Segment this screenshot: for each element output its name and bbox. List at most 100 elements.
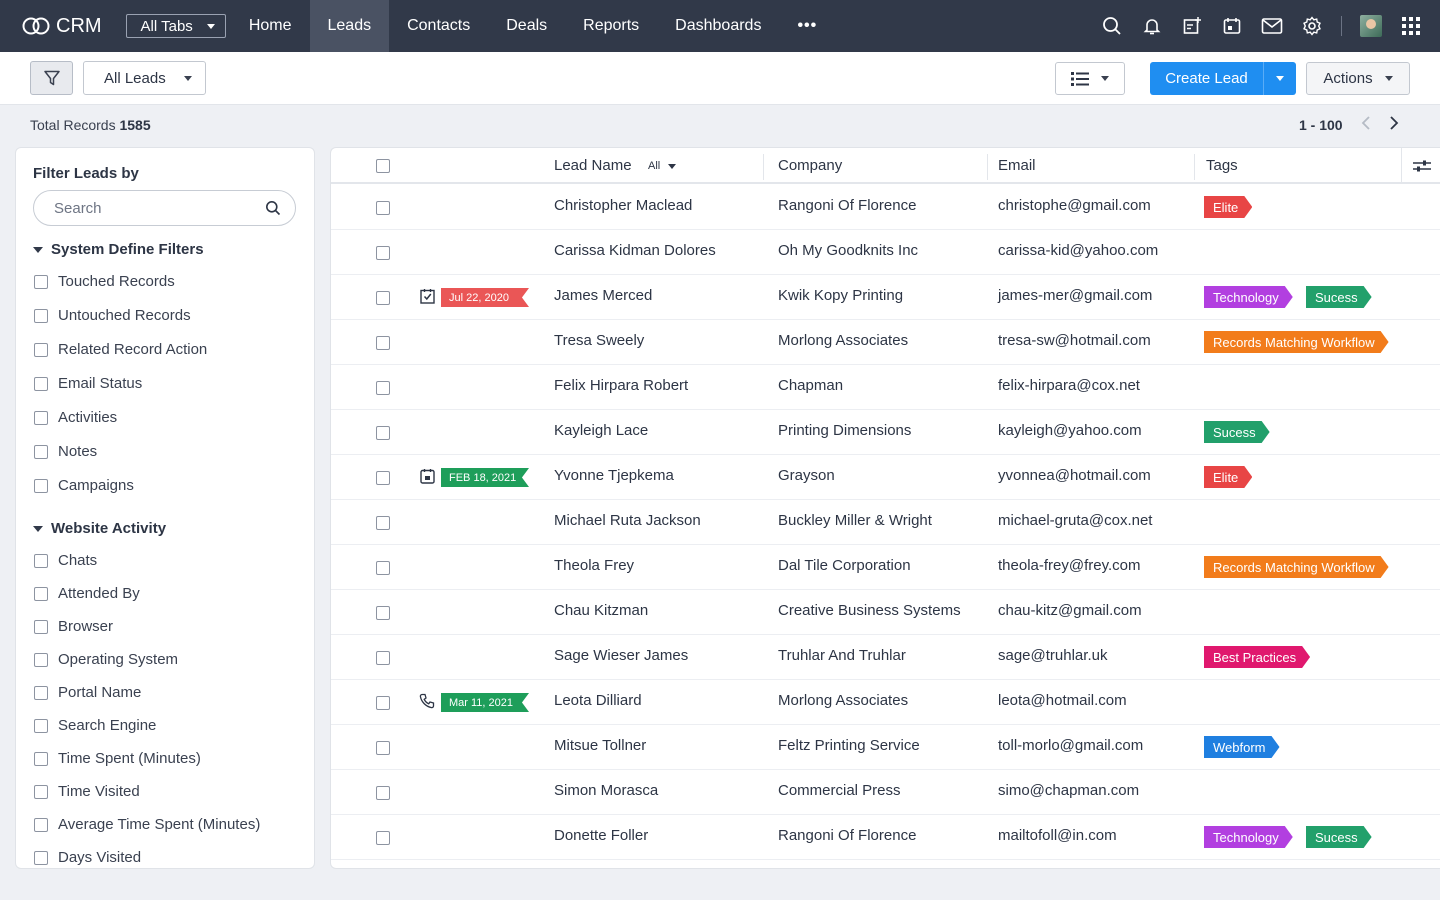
filter-checkbox[interactable] xyxy=(34,652,48,667)
col-tags[interactable]: Tags xyxy=(1206,157,1238,174)
filter-checkbox[interactable] xyxy=(34,478,48,493)
filter-checkbox[interactable] xyxy=(34,376,48,391)
filter-checkbox[interactable] xyxy=(34,553,48,568)
filter-checkbox[interactable] xyxy=(34,784,48,799)
filter-checkbox[interactable] xyxy=(34,308,48,323)
lead-name-link[interactable]: Chau Kitzman xyxy=(554,602,649,619)
lead-name-link[interactable]: Simon Morasca xyxy=(554,782,659,799)
filter-item[interactable]: Email Status xyxy=(34,375,142,392)
table-row[interactable]: Kayleigh Lace Printing Dimensions kayleigh… xyxy=(331,410,1440,455)
filter-checkbox[interactable] xyxy=(34,685,48,700)
row-checkbox[interactable] xyxy=(376,246,390,260)
filter-item[interactable]: Untouched Records xyxy=(34,307,191,324)
lead-name-link[interactable]: Kayleigh Lace xyxy=(554,422,649,439)
table-row[interactable]: Michael Ruta Jackson Buckley Miller & Wri… xyxy=(331,500,1440,545)
table-row[interactable]: Tresa Sweely Morlong Associates tresa-sw@h… xyxy=(331,320,1440,365)
tag-badge[interactable]: Best Practices xyxy=(1204,646,1310,668)
filter-checkbox[interactable] xyxy=(34,718,48,733)
table-row[interactable]: Sage Wieser James Truhlar And Truhlar sage… xyxy=(331,635,1440,680)
lead-name-link[interactable]: Theola Frey xyxy=(554,557,635,574)
crm-logo[interactable]: CRM xyxy=(22,15,102,38)
filter-item[interactable]: Portal Name xyxy=(34,684,141,701)
filter-item[interactable]: Days Visited xyxy=(34,849,141,866)
lead-name-link[interactable]: Tresa Sweely xyxy=(554,332,645,349)
tag-badge[interactable]: Technology xyxy=(1204,286,1293,308)
tab-dashboards[interactable]: Dashboards xyxy=(675,17,762,34)
row-checkbox[interactable] xyxy=(376,831,390,845)
tab-home[interactable]: Home xyxy=(248,17,292,34)
tab-contacts[interactable]: Contacts xyxy=(407,17,471,34)
filter-item[interactable]: Notes xyxy=(34,443,97,460)
apps-grid-icon[interactable] xyxy=(1400,15,1422,37)
col-lead-name[interactable]: Lead Name xyxy=(554,157,632,174)
lead-name-link[interactable]: Mitsue Tollner xyxy=(554,737,647,754)
filter-item[interactable]: Time Spent (Minutes) xyxy=(34,750,201,767)
table-row[interactable]: Theola Frey Dal Tile Corporation theola-fr… xyxy=(331,545,1440,590)
filter-group-header[interactable]: System Define Filters xyxy=(33,241,204,258)
table-row[interactable]: Jul 22, 2020 James Merced Kwik Kopy Printi… xyxy=(331,275,1440,320)
phone-icon[interactable] xyxy=(419,693,435,709)
calendar-add-icon[interactable] xyxy=(1181,15,1203,37)
filter-checkbox[interactable] xyxy=(34,850,48,865)
row-checkbox[interactable] xyxy=(376,336,390,350)
lead-name-link[interactable]: Donette Foller xyxy=(554,827,649,844)
row-checkbox[interactable] xyxy=(376,741,390,755)
tag-badge[interactable]: Elite xyxy=(1204,466,1252,488)
chevron-left-icon[interactable] xyxy=(1361,116,1371,133)
filter-item[interactable]: Attended By xyxy=(34,585,140,602)
tag-badge[interactable]: Sucess xyxy=(1306,826,1372,848)
filter-item[interactable]: Activities xyxy=(34,409,117,426)
filter-item[interactable]: Search Engine xyxy=(34,717,156,734)
filter-checkbox[interactable] xyxy=(34,586,48,601)
actions-dropdown[interactable]: Actions xyxy=(1306,62,1410,95)
custom-view-dropdown[interactable]: All Leads xyxy=(83,61,206,95)
filter-item[interactable]: Campaigns xyxy=(34,477,134,494)
calendar-icon[interactable] xyxy=(1221,15,1243,37)
row-checkbox[interactable] xyxy=(376,426,390,440)
filter-item[interactable]: Time Visited xyxy=(34,783,140,800)
lead-name-link[interactable]: Leota Dilliard xyxy=(554,692,642,709)
tag-badge[interactable]: Webform xyxy=(1204,736,1280,758)
filter-item[interactable]: Chats xyxy=(34,552,97,569)
row-checkbox[interactable] xyxy=(376,291,390,305)
filter-item[interactable]: Touched Records xyxy=(34,273,175,290)
chevron-right-icon[interactable] xyxy=(1389,116,1399,133)
tag-badge[interactable]: Technology xyxy=(1204,826,1293,848)
filter-checkbox[interactable] xyxy=(34,817,48,832)
create-lead-button[interactable]: Create Lead xyxy=(1150,62,1263,95)
lead-name-link[interactable]: Carissa Kidman Dolores xyxy=(554,242,716,259)
filter-checkbox[interactable] xyxy=(34,619,48,634)
lead-name-link[interactable]: Christopher Maclead xyxy=(554,197,693,214)
filter-item[interactable]: Related Record Action xyxy=(34,341,207,358)
table-row[interactable]: Mitsue Tollner Feltz Printing Service toll… xyxy=(331,725,1440,770)
filter-item[interactable]: Browser xyxy=(34,618,113,635)
lead-name-link[interactable]: Felix Hirpara Robert xyxy=(554,377,689,394)
row-checkbox[interactable] xyxy=(376,696,390,710)
lead-name-filter-dropdown[interactable]: All xyxy=(648,160,677,172)
lead-name-link[interactable]: James Merced xyxy=(554,287,653,304)
gear-icon[interactable] xyxy=(1301,15,1323,37)
filter-checkbox[interactable] xyxy=(34,274,48,289)
filter-toggle-button[interactable] xyxy=(30,61,73,95)
lead-name-link[interactable]: Michael Ruta Jackson xyxy=(554,512,701,529)
create-lead-dropdown[interactable] xyxy=(1263,62,1296,95)
search-icon[interactable] xyxy=(1101,15,1123,37)
task-check-icon[interactable] xyxy=(419,288,435,304)
col-email[interactable]: Email xyxy=(998,157,1036,174)
tag-badge[interactable]: Sucess xyxy=(1306,286,1372,308)
filter-checkbox[interactable] xyxy=(34,410,48,425)
row-checkbox[interactable] xyxy=(376,786,390,800)
filter-checkbox[interactable] xyxy=(34,444,48,459)
tag-badge[interactable]: Elite xyxy=(1204,196,1252,218)
tag-badge[interactable]: Records Matching Workflow xyxy=(1204,331,1389,353)
tab-reports[interactable]: Reports xyxy=(583,17,640,34)
col-company[interactable]: Company xyxy=(778,157,843,174)
sidebar-search-input[interactable]: Search xyxy=(33,190,296,226)
row-checkbox[interactable] xyxy=(376,201,390,215)
lead-name-link[interactable]: Yvonne Tjepkema xyxy=(554,467,674,484)
filter-item[interactable]: Average Time Spent (Minutes) xyxy=(34,816,260,833)
row-checkbox[interactable] xyxy=(376,651,390,665)
view-mode-button[interactable] xyxy=(1055,62,1125,95)
tag-badge[interactable]: Records Matching Workflow xyxy=(1204,556,1389,578)
table-row[interactable]: Mar 11, 2021 Leota Dilliard Morlong Associ… xyxy=(331,680,1440,725)
